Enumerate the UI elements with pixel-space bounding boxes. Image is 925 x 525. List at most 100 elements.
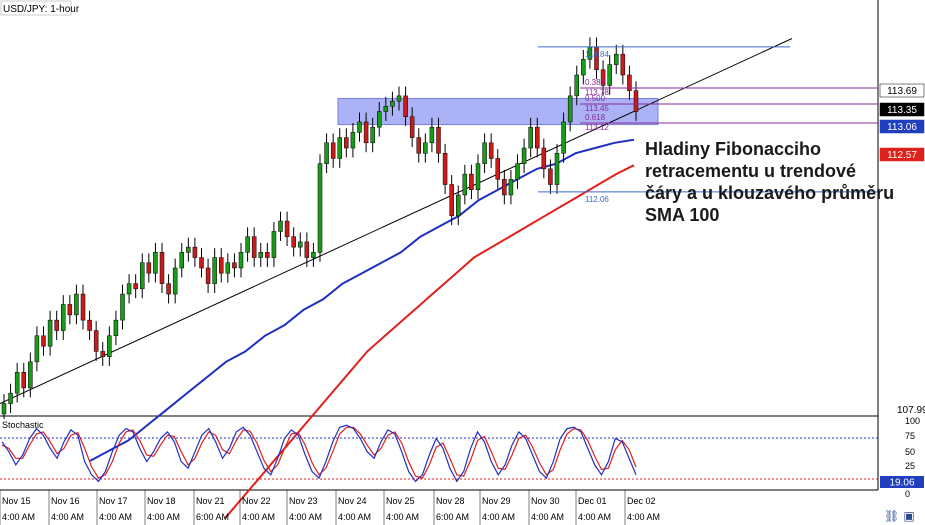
- candle-body: [462, 173, 468, 196]
- candle-body: [436, 126, 441, 154]
- candle-body: [41, 335, 46, 347]
- candle-body: [113, 319, 119, 337]
- time-label: 6:00 AM: [436, 512, 469, 522]
- time-label: 4:00 AM: [51, 512, 84, 522]
- candle-body: [482, 142, 487, 164]
- time-label: 4:00 AM: [147, 512, 180, 522]
- candle-body: [330, 142, 336, 159]
- candle-body: [159, 252, 165, 284]
- chart-annotation: Hladiny Fibonacciho retracementu u trend…: [645, 139, 895, 225]
- candle-body: [429, 126, 435, 144]
- candle-body: [107, 335, 112, 357]
- trendline[interactable]: [0, 38, 793, 405]
- candle-body: [192, 246, 198, 258]
- date-label: Nov 22: [242, 496, 271, 506]
- candle-body: [232, 262, 237, 269]
- time-label: 4:00 AM: [99, 512, 132, 522]
- candle-body: [54, 319, 59, 331]
- date-label: Dec 02: [627, 496, 656, 506]
- time-label: 4:00 AM: [289, 512, 322, 522]
- stochastic-axis-label: 25: [905, 461, 915, 471]
- candle-body: [350, 132, 356, 149]
- candle-body: [495, 158, 500, 180]
- candle-body: [515, 163, 520, 180]
- time-label: 4:00 AM: [2, 512, 35, 522]
- candle-body: [8, 392, 13, 404]
- candle-body: [212, 257, 217, 284]
- candle-body: [298, 241, 303, 248]
- candle-body: [47, 319, 53, 347]
- stochastic-current-value: 19.06: [889, 478, 914, 489]
- candle-body: [199, 257, 204, 269]
- candle-body: [574, 74, 579, 97]
- stochastic-pane-background: [0, 418, 878, 490]
- date-label: Nov 23: [289, 496, 318, 506]
- fib-level-value: 113.45: [585, 104, 609, 113]
- fib-low-label: 112.06: [585, 195, 609, 204]
- candle-body: [93, 330, 99, 352]
- time-label: 6:00 AM: [196, 512, 229, 522]
- candle-body: [245, 236, 250, 253]
- candle-body: [449, 184, 454, 217]
- date-label: Nov 18: [147, 496, 176, 506]
- candle-body: [219, 257, 224, 274]
- candle-body: [357, 121, 362, 133]
- candle-body: [502, 179, 507, 196]
- candle-body: [21, 372, 26, 389]
- stochastic-axis-label: 75: [905, 431, 915, 441]
- chain-link-icon[interactable]: ⛓: [884, 509, 900, 523]
- candle-body: [179, 252, 184, 269]
- candle-body: [521, 147, 527, 164]
- candle-body: [166, 283, 171, 295]
- candle-body: [614, 53, 619, 65]
- candle-body: [475, 163, 481, 190]
- candles: [1, 37, 639, 424]
- price-axis-low-label: 107.99: [897, 405, 925, 416]
- date-label: Nov 29: [482, 496, 511, 506]
- price-label-badge: [879, 119, 925, 134]
- time-axis: Nov 15 4:00 AM Nov 16 4:00 AM Nov 17 4:00 AM N…: [0, 490, 660, 525]
- candle-body: [251, 236, 257, 258]
- candle-body: [620, 53, 626, 76]
- time-label: 4:00 AM: [578, 512, 611, 522]
- fib-level-value: 113.78: [585, 88, 609, 97]
- candle-body: [541, 147, 547, 170]
- screenshot-camera-icon[interactable]: ▣: [903, 509, 915, 523]
- candle-body: [488, 142, 494, 159]
- stochastic-d-line: [1, 426, 637, 479]
- candle-body: [416, 137, 421, 154]
- candle-body: [548, 168, 553, 185]
- candle-body: [291, 236, 296, 248]
- fibonacci-levels: 114.84 112.06 0.382113.780.500113.450.6181…: [538, 46, 878, 204]
- stochastic-current-badge: [880, 476, 924, 488]
- candle-body: [363, 121, 369, 144]
- candle-body: [423, 142, 428, 154]
- candle-body: [633, 90, 639, 112]
- candle-body: [1, 403, 7, 415]
- candle-body: [284, 220, 290, 237]
- price-label: 112.57: [887, 150, 917, 161]
- stochastic-axis-label: 50: [905, 447, 915, 457]
- time-label: 4:00 AM: [242, 512, 275, 522]
- time-label: 4:00 AM: [531, 512, 564, 522]
- candle-body: [271, 231, 277, 258]
- date-label: Dec 01: [578, 496, 607, 506]
- price-label: 113.06: [887, 122, 917, 133]
- date-label: Nov 28: [436, 496, 465, 506]
- time-label: 4:00 AM: [386, 512, 419, 522]
- candle-body: [61, 304, 66, 331]
- price-label: 113.69: [887, 86, 917, 97]
- candle-body: [100, 351, 105, 357]
- candle-body: [265, 252, 270, 258]
- date-label: Nov 16: [51, 496, 80, 506]
- time-label: 4:00 AM: [627, 512, 660, 522]
- date-label: Nov 25: [386, 496, 415, 506]
- candle-body: [225, 262, 231, 274]
- candle-body: [607, 64, 612, 86]
- time-label: 4:00 AM: [338, 512, 371, 522]
- candle-body: [311, 252, 316, 258]
- candle-body: [383, 106, 389, 112]
- price-label: 113.35: [887, 105, 917, 116]
- candle-body: [126, 283, 132, 295]
- stochastic-axis-labels: 100 75 50 25 0: [905, 416, 920, 499]
